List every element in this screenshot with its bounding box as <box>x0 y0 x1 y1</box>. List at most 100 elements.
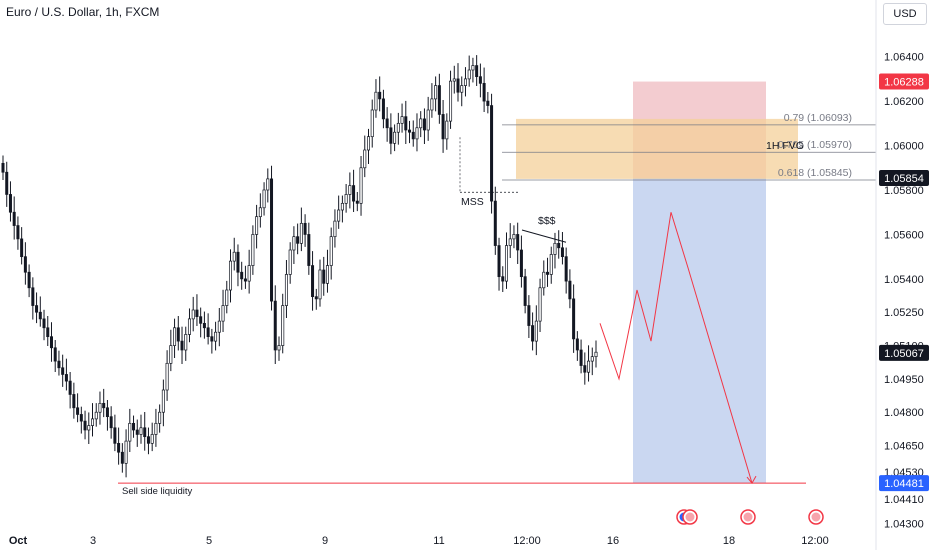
candle <box>232 237 236 271</box>
candle-body <box>228 260 233 291</box>
candle-body <box>385 118 389 129</box>
candle <box>270 165 274 311</box>
candle-body <box>549 254 553 275</box>
candle <box>61 354 65 387</box>
candle <box>102 388 106 418</box>
candle <box>467 55 471 87</box>
price-tick-label: 1.04950 <box>884 374 924 386</box>
candle <box>437 73 441 124</box>
candle-body <box>590 356 594 362</box>
candle-body <box>76 407 80 415</box>
time-tick-label: 12:00 <box>801 535 829 547</box>
candle-body <box>449 80 453 122</box>
candle-body <box>12 211 16 226</box>
candle <box>187 308 191 343</box>
currency-button[interactable]: USD <box>883 3 927 25</box>
candle <box>393 124 397 152</box>
event-flag-icon[interactable] <box>808 509 824 525</box>
candle <box>385 107 389 142</box>
candle-body <box>467 69 471 80</box>
price-tick-label: 1.04300 <box>884 518 924 530</box>
fvg-zone <box>516 118 798 179</box>
candle-body <box>568 280 572 300</box>
candle-body <box>579 349 583 366</box>
candle-body <box>337 209 341 222</box>
price-tick-label: 1.04410 <box>884 494 924 506</box>
candle-body <box>232 251 236 262</box>
candle <box>165 350 169 401</box>
candle <box>243 265 247 289</box>
candle-body <box>180 340 184 351</box>
candle <box>284 260 288 318</box>
candle-body <box>307 234 311 266</box>
candle-body <box>225 289 229 306</box>
candle <box>16 216 20 250</box>
event-flag-icon[interactable] <box>740 509 756 525</box>
candle-body <box>68 380 72 395</box>
candle-body <box>135 429 139 435</box>
candle <box>568 269 572 309</box>
candle-body <box>266 178 270 191</box>
candle <box>434 76 438 112</box>
price-badge: 1.05854 <box>879 170 929 186</box>
candle <box>579 339 583 374</box>
flag-center <box>743 512 753 522</box>
candle <box>445 113 449 150</box>
candle-body <box>281 305 285 346</box>
candle <box>139 414 143 444</box>
projection-path <box>599 212 753 484</box>
candle <box>419 111 423 138</box>
candle <box>456 63 460 102</box>
candle <box>64 358 68 391</box>
event-flag-icon[interactable] <box>682 509 698 525</box>
price-tick-label: 1.06400 <box>884 52 924 64</box>
candle <box>516 222 520 264</box>
time-tick-label: 12:00 <box>513 535 541 547</box>
candle-body <box>411 131 415 140</box>
candle <box>262 182 266 216</box>
candle <box>206 313 210 345</box>
candle-body <box>57 360 61 369</box>
candle-body <box>478 76 482 84</box>
candle-body <box>117 442 121 453</box>
candle-body <box>195 309 199 318</box>
candle <box>430 83 434 118</box>
candle <box>135 419 139 447</box>
candle-body <box>366 136 371 151</box>
candle <box>486 92 490 114</box>
time-tick-label: 9 <box>322 535 328 547</box>
candle-body <box>16 225 20 240</box>
candle-body <box>378 91 382 100</box>
time-axis: Oct 3 5 9 11 12:00 16 18 12:00 <box>9 509 829 547</box>
candle-body <box>161 389 165 413</box>
candle-body <box>441 114 445 140</box>
candle <box>441 100 445 153</box>
price-badge: 1.05067 <box>879 344 929 361</box>
candle <box>471 57 475 83</box>
candle <box>191 296 195 332</box>
liquidity-line <box>521 229 567 243</box>
candle <box>146 427 150 455</box>
candle <box>564 247 568 294</box>
candle-body <box>523 276 527 306</box>
candle-body <box>482 82 486 102</box>
candle-body <box>165 362 169 391</box>
candle-body <box>512 234 516 240</box>
candle <box>184 326 188 361</box>
candle-body <box>120 451 124 464</box>
candle <box>348 172 352 209</box>
candle <box>482 67 486 112</box>
candle <box>366 128 371 164</box>
candle <box>199 307 203 338</box>
candle <box>49 322 53 362</box>
price-badge-bg <box>879 344 929 361</box>
candle-body <box>79 414 83 422</box>
candle <box>329 227 333 280</box>
candle <box>240 261 244 290</box>
candle <box>57 350 61 376</box>
candle <box>560 232 564 265</box>
annotations-layer: 0.79 (1.06093) 0.705 (1.05970) 0.618 (1.05… <box>118 112 876 497</box>
chart-title: Euro / U.S. Dollar, 1h, FXCM <box>6 5 160 19</box>
candle <box>277 336 281 361</box>
